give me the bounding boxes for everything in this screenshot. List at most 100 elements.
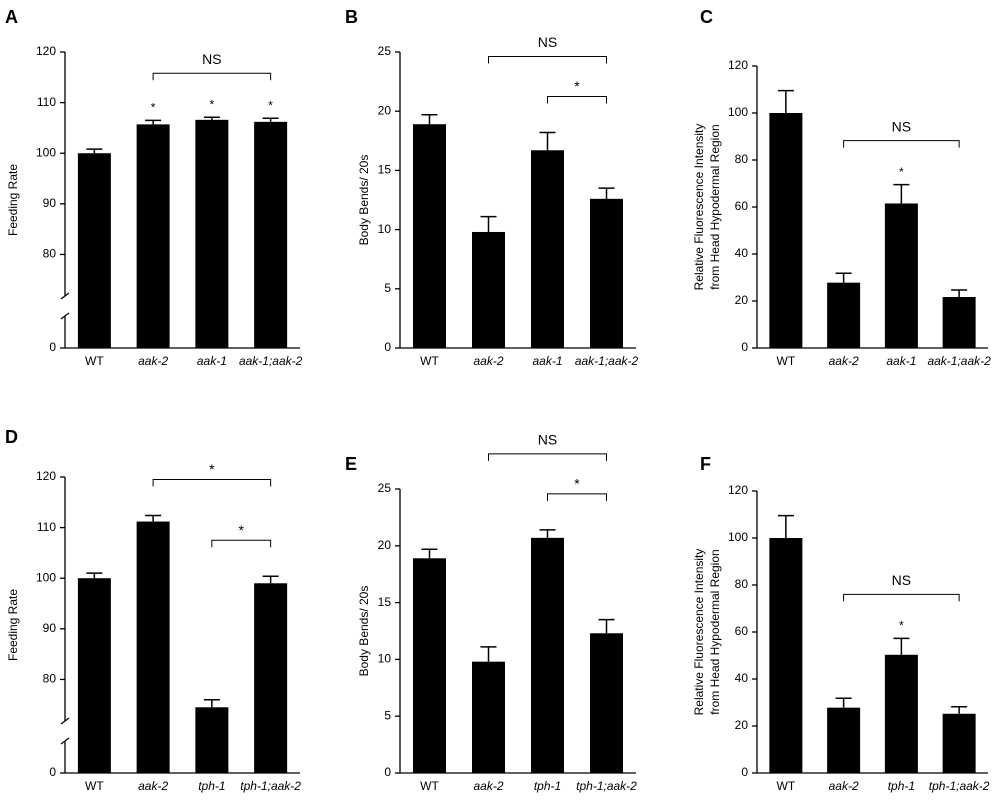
x-tick-label: WT [85, 779, 104, 793]
y-tick-label: 15 [378, 163, 392, 177]
y-axis-label: from Head Hypodermal Region [708, 124, 722, 289]
axis-break [60, 312, 70, 320]
y-tick-label: 90 [43, 196, 57, 210]
bar [769, 113, 803, 348]
bar [254, 583, 288, 773]
x-tick-label: tph-1;aak-2 [929, 779, 990, 793]
significance-bracket [211, 539, 272, 548]
error-bar [203, 698, 220, 708]
x-tick-label: aak-1 [532, 354, 562, 368]
x-tick-label: aak-1;aak-2 [239, 354, 303, 368]
bar [77, 578, 111, 773]
bar [531, 537, 564, 773]
x-tick-label: tph-1;aak-2 [240, 779, 301, 793]
x-tick-label: tph-1 [888, 779, 915, 793]
bracket-label: * [239, 522, 245, 538]
x-tick-label: WT [85, 354, 104, 368]
error-bar [421, 548, 438, 559]
error-bar [893, 637, 910, 655]
x-tick-label: aak-2 [473, 354, 503, 368]
y-tick-label: 120 [36, 469, 56, 483]
y-axis-label: Relative Fluorescence Intensity [692, 124, 706, 291]
bar [472, 231, 505, 348]
y-tick-label: 80 [43, 247, 57, 261]
bar [590, 198, 623, 348]
y-tick-label: 110 [37, 95, 56, 109]
panel-label: B [345, 7, 358, 27]
significance-star: * [899, 165, 904, 179]
x-tick-label: aak-1 [197, 354, 227, 368]
y-tick-label: 80 [735, 577, 749, 591]
axis-break [60, 717, 70, 725]
error-bar [421, 114, 438, 125]
error-bar [539, 131, 556, 151]
y-tick-label: 90 [43, 621, 57, 635]
bar [136, 521, 170, 773]
bracket-label: NS [892, 118, 911, 134]
y-tick-label: 80 [735, 152, 749, 166]
bar [531, 150, 564, 348]
y-tick-label: 0 [384, 340, 391, 354]
y-axis-label: Feeding Rate [6, 589, 20, 661]
y-tick-label: 100 [36, 570, 56, 584]
chart-panel: 0 80 90 100 110 120 WT aak-2 tph-1 tph-1;aak-2 * * D… [5, 427, 301, 793]
error-bar [145, 514, 162, 522]
panel-label: A [5, 7, 18, 27]
error-bar [951, 289, 968, 298]
error-bar [480, 215, 497, 232]
y-tick-label: 80 [43, 672, 57, 686]
y-tick-label: 40 [735, 671, 749, 685]
y-tick-label: 40 [735, 246, 749, 260]
significance-star: * [210, 97, 215, 111]
bar [77, 153, 111, 348]
significance-star: * [268, 98, 273, 112]
y-tick-label: 20 [378, 538, 392, 552]
y-tick-label: 120 [36, 44, 56, 58]
y-tick-label: 0 [741, 765, 748, 779]
bracket-label: NS [538, 432, 557, 448]
y-tick-label: 5 [384, 708, 391, 722]
x-tick-label: tph-1 [198, 779, 225, 793]
y-tick-label: 0 [741, 340, 748, 354]
bar [827, 707, 861, 773]
chart-panel: 0 5 10 15 20 25 WT aak-2 aak-1 aak-1;aak-2 * NS B Bod… [345, 7, 639, 368]
significance-bracket [488, 453, 607, 461]
significance-bracket [152, 72, 272, 81]
x-tick-label: WT [420, 354, 439, 368]
x-tick-label: tph-1;aak-2 [576, 779, 637, 793]
bracket-label: NS [202, 51, 221, 67]
x-tick-label: aak-2 [829, 354, 859, 368]
y-tick-label: 110 [37, 520, 56, 534]
y-axis-label: Feeding Rate [6, 164, 20, 236]
y-tick-label: 20 [735, 718, 749, 732]
axis-break [60, 737, 70, 745]
y-tick-label: 10 [378, 222, 392, 236]
bar [413, 124, 446, 348]
bar [413, 558, 446, 773]
y-tick-label: 60 [735, 624, 749, 638]
y-tick-label: 5 [384, 281, 391, 295]
bracket-label: * [574, 78, 580, 94]
error-bar [203, 116, 220, 120]
bracket-label: NS [892, 572, 911, 588]
y-tick-label: 100 [728, 105, 748, 119]
significance-bracket [488, 56, 607, 64]
significance-bracket [843, 593, 960, 602]
error-bar [480, 646, 497, 662]
error-bar [539, 529, 556, 538]
bar [884, 654, 918, 773]
y-axis-label: Relative Fluorescence Intensity [692, 549, 706, 716]
y-axis-label: Body Bends/ 20s [357, 155, 371, 246]
bracket-label: * [209, 461, 215, 477]
x-tick-label: aak-1;aak-2 [575, 354, 639, 368]
error-bar [835, 272, 852, 283]
error-bar [777, 514, 794, 538]
x-tick-label: aak-2 [829, 779, 859, 793]
error-bar [262, 117, 279, 122]
error-bar [893, 183, 910, 204]
significance-star: * [151, 100, 156, 114]
error-bar [262, 575, 279, 584]
panel-label: D [5, 427, 18, 447]
bar [884, 203, 918, 348]
